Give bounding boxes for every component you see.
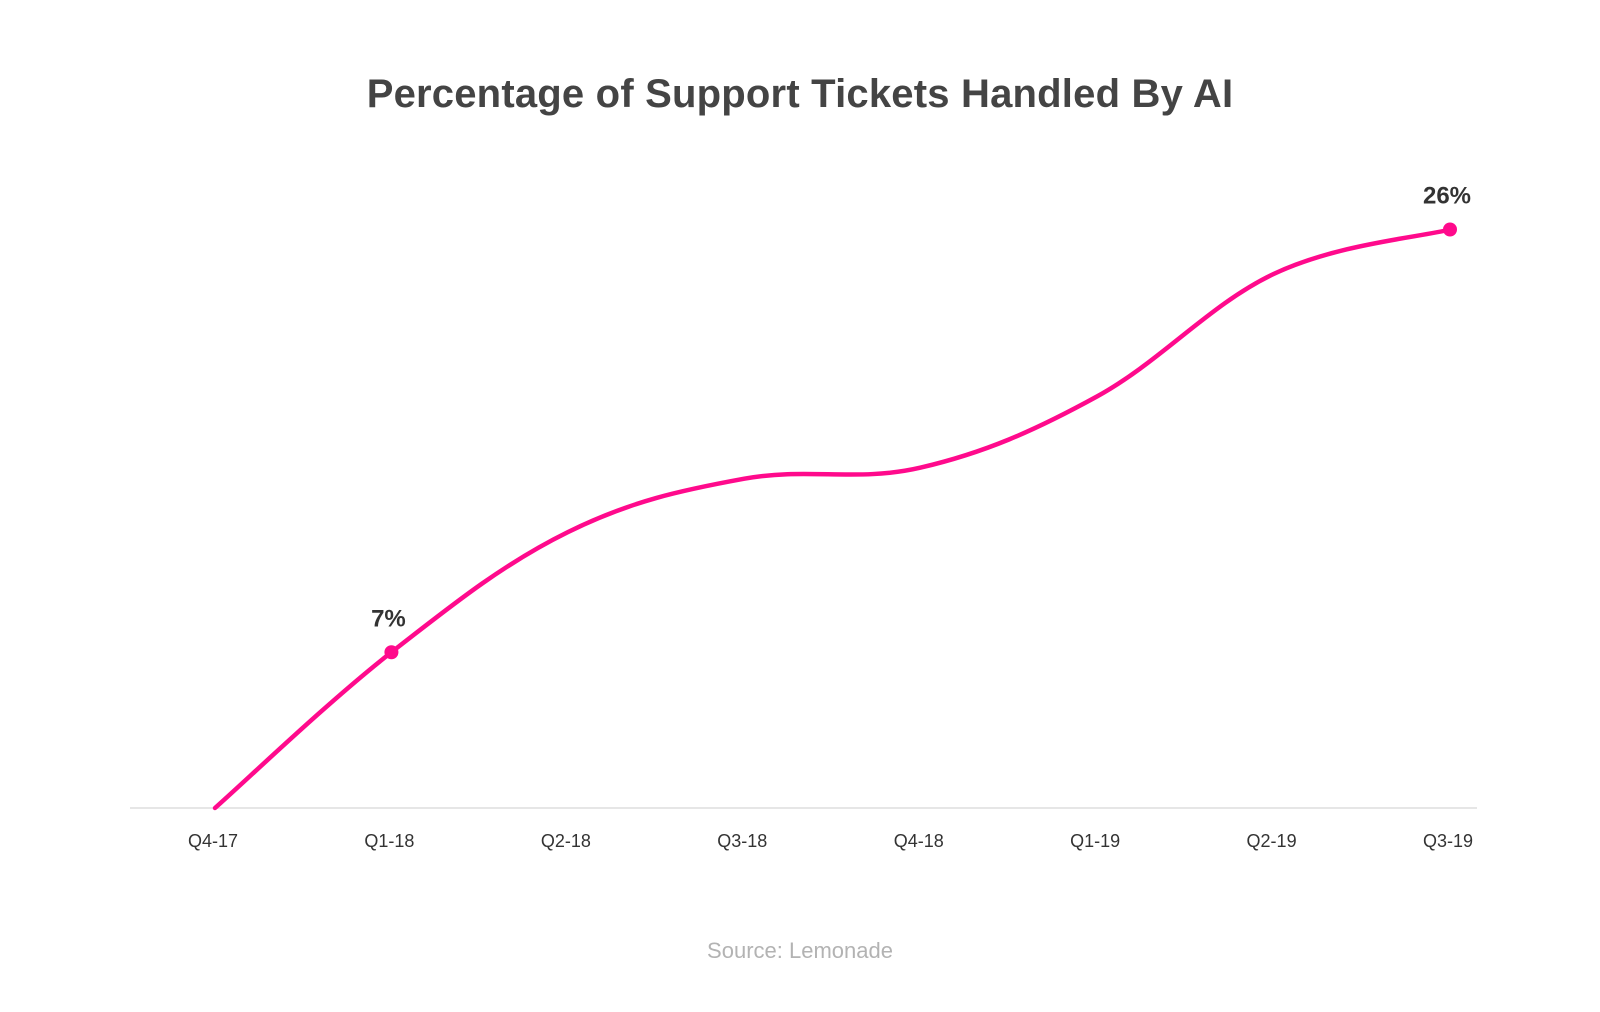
x-tick-label: Q4-18 [894, 831, 944, 851]
source-note: Source: Lemonade [707, 938, 893, 963]
data-labels: 7% 26% [371, 183, 1471, 633]
data-label: 7% [371, 605, 406, 632]
x-axis-tick-labels: Q4-17 Q1-18 Q2-18 Q3-18 Q4-18 Q1-19 Q2-19 Q3-19 [188, 831, 1473, 851]
data-markers [384, 222, 1457, 660]
x-tick-label: Q1-18 [364, 831, 414, 851]
x-tick-label: Q2-19 [1247, 831, 1297, 851]
series-line [212, 227, 1453, 811]
x-tick-label: Q3-18 [717, 831, 767, 851]
data-label: 26% [1423, 183, 1471, 210]
x-tick-label: Q4-17 [188, 831, 238, 851]
x-tick-label: Q2-18 [541, 831, 591, 851]
chart-title: Percentage of Support Tickets Handled By… [366, 72, 1234, 116]
x-tick-label: Q3-19 [1423, 831, 1473, 851]
data-point-marker [384, 645, 399, 660]
data-point-marker [1443, 222, 1457, 237]
x-tick-label: Q1-19 [1070, 831, 1120, 851]
